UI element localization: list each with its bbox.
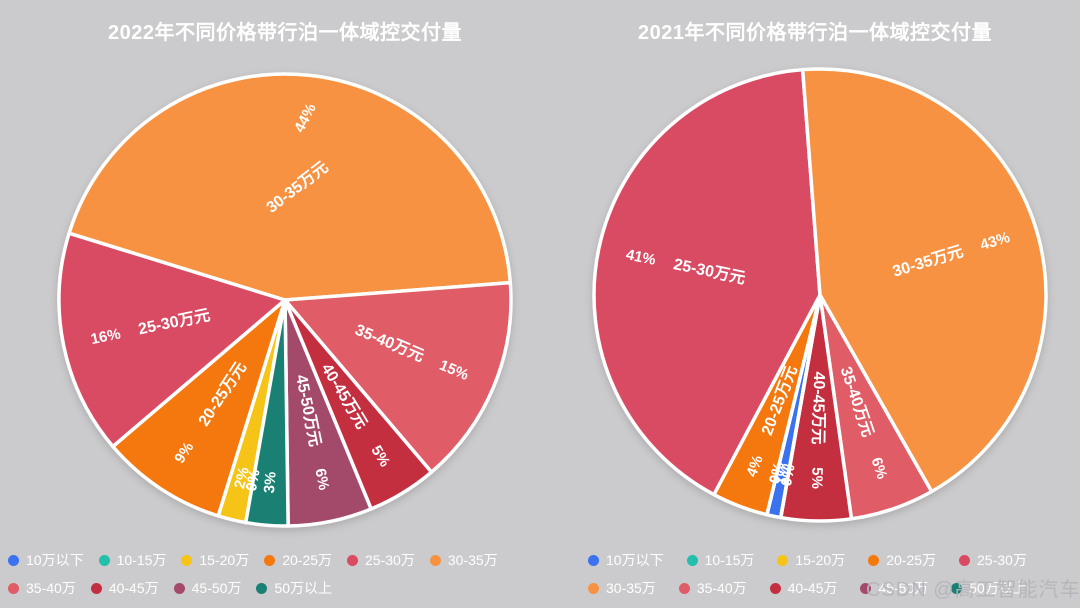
legend-item-25-30万[interactable]: 25-30万: [347, 550, 415, 570]
legend-dot-45-50万: [173, 582, 185, 594]
legend-dot-30-35万: [588, 582, 599, 594]
pie-slice-20-25万[interactable]: [111, 298, 287, 518]
pie-slice-25-30万[interactable]: [592, 67, 822, 497]
pie-percent-label-10-15万: 0%: [766, 460, 788, 485]
legend-item-10万以下[interactable]: 10万以下: [588, 550, 664, 570]
legend-item-45-50万[interactable]: 45-50万: [860, 578, 928, 598]
legend-item-15-20万[interactable]: 15-20万: [181, 550, 249, 570]
legend-dot-10-15万: [686, 554, 698, 566]
pie-slice-50万以上[interactable]: [779, 294, 822, 518]
legend-item-10万以下[interactable]: 10万以下: [8, 550, 84, 570]
pie-slice-25-30万[interactable]: [57, 231, 287, 449]
legend-label: 35-40万: [696, 580, 747, 596]
pie-slice-50万以上[interactable]: [244, 298, 290, 528]
legend-dot-40-45万: [769, 582, 781, 594]
legend-2021: 10万以下 10-15万 15-20万 20-25万 25-30万 30-35万 35-40…: [588, 550, 1027, 598]
legend-item-15-20万[interactable]: 15-20万: [777, 550, 845, 570]
legend-dot-25-30万: [959, 554, 971, 566]
pie-percent-label-40-45万: 5%: [808, 467, 825, 489]
legend-item-25-30万[interactable]: 25-30万: [959, 550, 1027, 570]
legend-dot-25-30万: [347, 554, 359, 566]
pie-percent-label-15-20万: 0%: [766, 460, 788, 485]
legend-item-30-35万[interactable]: 30-35万: [588, 578, 656, 598]
legend-dot-10万以下: [8, 554, 19, 566]
chart-title-2022: 2022年不同价格带行泊一体域控交付量: [108, 22, 462, 44]
pie-percent-label-10万以下: 1%: [772, 462, 793, 487]
legend-dot-15-20万: [777, 554, 789, 566]
legend-2022: 10万以下 10-15万 15-20万 20-25万 25-30万 30-35万 35-40…: [8, 550, 498, 598]
legend-dot-45-50万: [860, 582, 872, 594]
legend-dot-50万以上: [951, 582, 963, 594]
pie-percent-label-20-25万: 4%: [743, 453, 767, 479]
legend-label: 10万以下: [606, 552, 664, 568]
pie-percent-label-10-15万: 0%: [243, 468, 264, 492]
legend-label: 20-25万: [282, 552, 333, 568]
watermark: CSDN @高工智能汽车: [866, 579, 1080, 601]
pie-percent-label-45-50万: 0%: [778, 463, 799, 487]
legend-label: 45-50万: [878, 580, 929, 596]
pie-name-label-40-45万: 40-45万元: [809, 371, 827, 444]
pie-percent-label-15-20万: 2%: [231, 465, 253, 490]
legend-item-50万以上[interactable]: 50万以上: [951, 578, 1027, 598]
legend-row-1: 10万以下 10-15万 15-20万 20-25万 25-30万 30-35万: [8, 550, 498, 570]
legend-item-30-35万[interactable]: 30-35万: [429, 550, 498, 570]
legend-item-10-15万[interactable]: 10-15万: [686, 550, 755, 570]
legend-label: 50万以上: [274, 580, 333, 596]
legend-dot-15-20万: [181, 554, 193, 566]
legend-label: 20-25万: [886, 552, 937, 568]
legend-label: 30-35万: [447, 552, 498, 568]
pie-slice-30-35万[interactable]: [800, 67, 1048, 494]
legend-item-50万以上[interactable]: 50万以上: [256, 578, 332, 598]
legend-item-10-15万[interactable]: 10-15万: [98, 550, 167, 570]
pie-percent-label-25-30万: 41%: [624, 246, 657, 269]
pie-percent-label-50万以上: 0%: [778, 463, 799, 487]
legend-dot-10万以下: [588, 554, 599, 566]
pie-percent-label-50万以上: 3%: [261, 471, 280, 494]
legend-label: 25-30万: [365, 552, 415, 568]
pie-percent-label-10万以下: 0%: [243, 468, 264, 492]
legend-item-35-40万[interactable]: 35-40万: [8, 578, 76, 598]
pie-percent-label-45-50万: 6%: [311, 467, 332, 492]
legend-label: 45-50万: [191, 580, 242, 596]
legend-row-1: 10万以下 10-15万 15-20万 20-25万 25-30万: [588, 550, 1027, 570]
chart-title-2021: 2021年不同价格带行泊一体域控交付量: [638, 22, 992, 44]
legend-label: 10-15万: [116, 552, 167, 568]
legend-dot-30-35万: [429, 554, 441, 566]
legend-row-2: 30-35万 35-40万 40-45万 45-50万 50万以上: [588, 578, 1027, 598]
legend-item-40-45万[interactable]: 40-45万: [90, 578, 159, 598]
legend-dot-35-40万: [8, 582, 19, 594]
pie-percent-label-35-40万: 6%: [867, 455, 890, 481]
legend-label: 10-15万: [704, 552, 755, 568]
legend-dot-40-45万: [90, 582, 102, 594]
legend-dot-35-40万: [678, 582, 690, 594]
legend-label: 40-45万: [787, 580, 838, 596]
legend-dot-20-25万: [868, 554, 880, 566]
legend-dot-50万以上: [256, 582, 268, 594]
legend-label: 10万以下: [26, 552, 84, 568]
legend-item-35-40万[interactable]: 35-40万: [678, 578, 747, 598]
pie-percent-label-25-30万: 16%: [89, 325, 122, 348]
legend-item-40-45万[interactable]: 40-45万: [769, 578, 838, 598]
legend-label: 40-45万: [108, 580, 159, 596]
legend-label: 15-20万: [199, 552, 250, 568]
legend-row-2: 35-40万 40-45万 45-50万 50万以上: [8, 578, 498, 598]
legend-label: 30-35万: [606, 580, 656, 596]
legend-item-20-25万[interactable]: 20-25万: [868, 550, 936, 570]
legend-item-45-50万[interactable]: 45-50万: [173, 578, 242, 598]
legend-label: 15-20万: [795, 552, 846, 568]
pie-slice-30-35万[interactable]: [67, 72, 513, 302]
legend-label: 50万以上: [969, 580, 1027, 596]
pie-slice-35-40万[interactable]: [283, 280, 513, 474]
legend-dot-10-15万: [98, 554, 110, 566]
legend-label: 35-40万: [26, 580, 76, 596]
legend-item-20-25万[interactable]: 20-25万: [264, 550, 332, 570]
legend-dot-20-25万: [264, 554, 276, 566]
legend-label: 25-30万: [977, 552, 1027, 568]
